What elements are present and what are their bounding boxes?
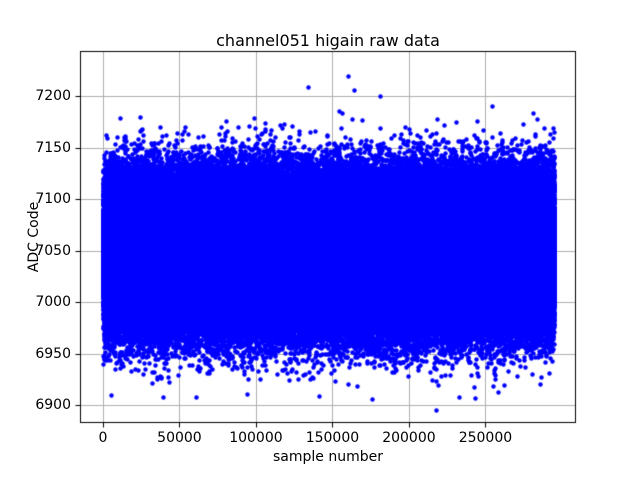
x-axis-label: sample number bbox=[273, 449, 383, 465]
y-axis-label: ADC Code bbox=[26, 201, 42, 273]
chart-title: channel051 higain raw data bbox=[216, 31, 440, 50]
